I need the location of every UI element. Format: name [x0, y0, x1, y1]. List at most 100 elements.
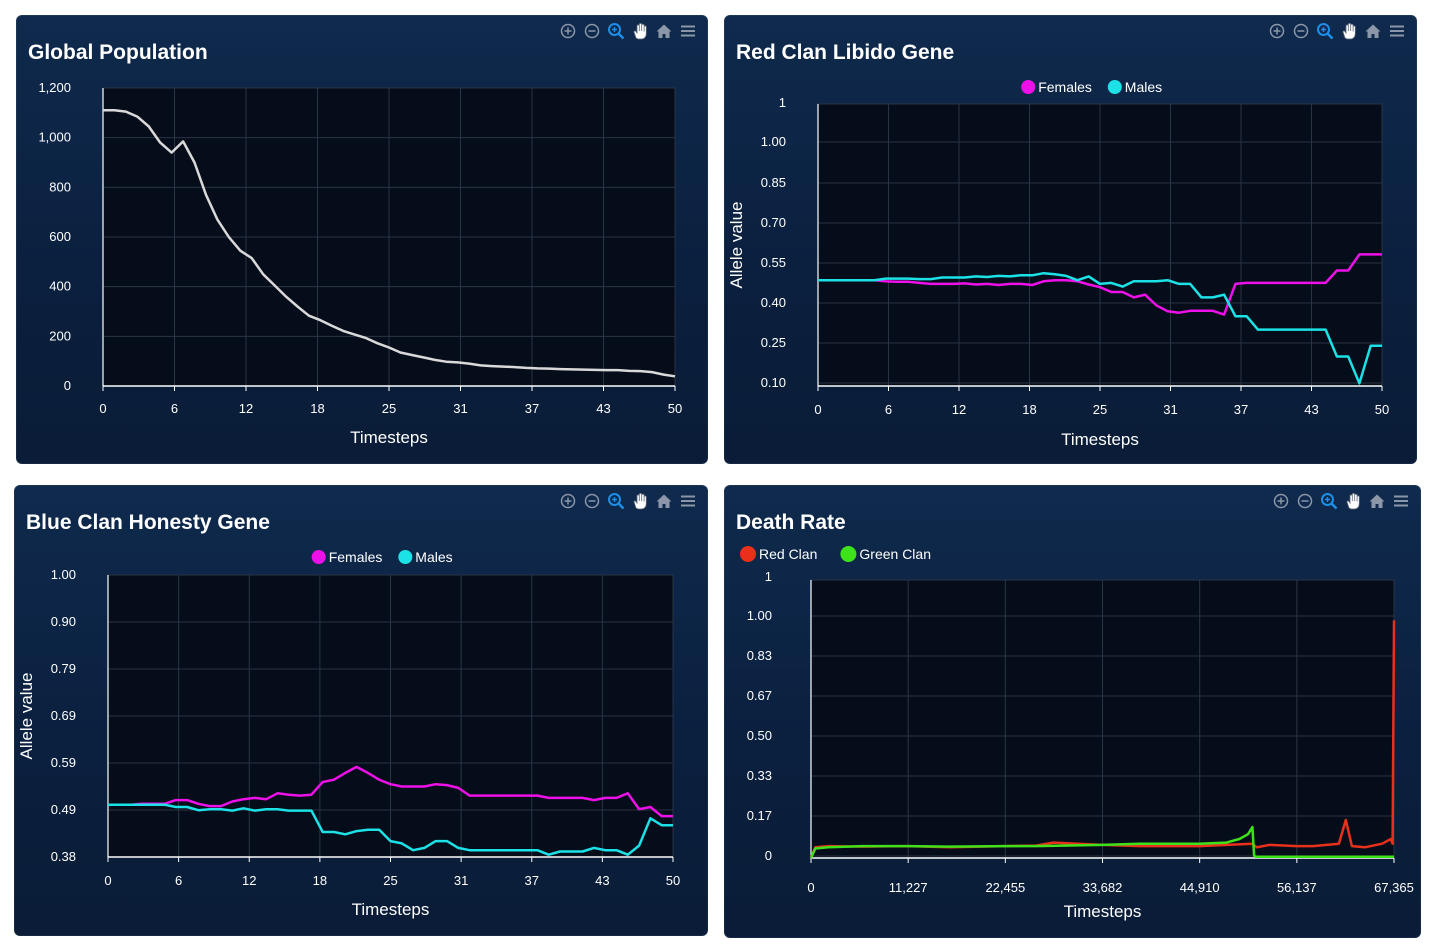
chart-death-rate[interactable]: 0 11,227 22,455 33,682 44,910 56,137 67,365 0 0.… — [724, 485, 1421, 938]
gridlines — [811, 580, 1394, 858]
chart-blue-clan-honesty[interactable]: 0 6 12 18 25 31 37 43 50 0.38 0.49 0.59 0.69 0.79 0.90… — [14, 485, 708, 936]
x-tick-label: 50 — [668, 401, 682, 416]
legend-label[interactable]: Males — [1125, 79, 1162, 95]
y-tick-label: 800 — [49, 179, 71, 194]
chart-title: Red Clan Libido Gene — [736, 41, 955, 64]
y-tick-label: 0.40 — [761, 295, 786, 310]
chart-toolbar — [558, 491, 698, 511]
zoom-out-icon[interactable] — [1291, 21, 1311, 41]
zoom-in-icon[interactable] — [558, 491, 578, 511]
x-tick-label: 12 — [242, 873, 256, 888]
y-tick-label: 200 — [49, 328, 71, 343]
legend-marker[interactable] — [311, 550, 326, 564]
pan-hand-icon[interactable] — [630, 491, 650, 511]
legend-label[interactable]: Red Clan — [759, 546, 817, 562]
y-tick-label: 0.10 — [761, 375, 786, 390]
series-line-females[interactable] — [108, 765, 673, 818]
zoom-in-icon[interactable] — [558, 21, 578, 41]
legend-marker[interactable] — [740, 546, 756, 562]
x-tick-label: 43 — [596, 401, 610, 416]
zoom-in-icon[interactable] — [1271, 491, 1291, 511]
y-tick-label: 0.83 — [747, 648, 772, 663]
panel-global-population: Global Population 0 6 12 18 25 31 37 43 50 0 200 40… — [16, 15, 708, 464]
x-tick-label: 31 — [453, 401, 467, 416]
y-tick-label: 0.79 — [51, 661, 76, 676]
pan-hand-icon[interactable] — [1343, 491, 1363, 511]
x-tick-label: 43 — [1304, 402, 1318, 417]
home-icon[interactable] — [1367, 491, 1387, 511]
y-tick-label: 1.00 — [761, 134, 786, 149]
y-tick-label: 1,000 — [38, 130, 71, 145]
y-tick-label: 600 — [49, 229, 71, 244]
menu-icon[interactable] — [678, 21, 698, 41]
menu-icon[interactable] — [1387, 21, 1407, 41]
x-tick-label: 37 — [1234, 402, 1248, 417]
chart-title: Blue Clan Honesty Gene — [26, 511, 270, 534]
zoom-selection-icon[interactable] — [1315, 21, 1335, 41]
zoom-out-icon[interactable] — [582, 491, 602, 511]
menu-icon[interactable] — [678, 491, 698, 511]
x-tick-label: 50 — [1375, 402, 1389, 417]
zoom-selection-icon[interactable] — [606, 21, 626, 41]
y-tick-label: 0.38 — [51, 849, 76, 864]
y-tick-label: 1.00 — [51, 567, 76, 582]
legend-marker[interactable] — [398, 550, 413, 564]
home-icon[interactable] — [654, 21, 674, 41]
legend-label[interactable]: Females — [1038, 79, 1092, 95]
x-tick-label: 12 — [952, 402, 966, 417]
series-line-males[interactable] — [818, 271, 1382, 385]
x-tick-label: 18 — [1022, 402, 1036, 417]
x-tick-label: 31 — [1163, 402, 1177, 417]
x-tick-label: 0 — [814, 402, 821, 417]
zoom-out-icon[interactable] — [1295, 491, 1315, 511]
zoom-selection-icon[interactable] — [1319, 491, 1339, 511]
zoom-out-icon[interactable] — [582, 21, 602, 41]
panel-blue-clan-honesty: Blue Clan Honesty Gene 0 6 12 18 25 31 37 43 50 0… — [14, 485, 708, 936]
x-tick-label: 25 — [383, 873, 397, 888]
x-tick-label: 25 — [1093, 402, 1107, 417]
x-tick-label: 33,682 — [1083, 880, 1123, 895]
home-icon[interactable] — [1363, 21, 1383, 41]
x-tick-label: 37 — [525, 401, 539, 416]
panel-red-clan-libido: Red Clan Libido Gene 0 6 12 18 25 31 37 43 50 0.1… — [724, 15, 1417, 464]
y-tick-label: 0.69 — [51, 708, 76, 723]
y-axis-title: Allele value — [727, 202, 746, 289]
x-tick-label: 18 — [310, 401, 324, 416]
y-tick-label: 0.90 — [51, 614, 76, 629]
legend-label[interactable]: Males — [415, 549, 452, 565]
x-tick-label: 56,137 — [1277, 880, 1317, 895]
legend-marker[interactable] — [1107, 80, 1122, 94]
y-tick-label: 0 — [765, 848, 772, 863]
y-tick-label: 0.17 — [747, 808, 772, 823]
x-tick-label: 50 — [666, 873, 680, 888]
pan-hand-icon[interactable] — [630, 21, 650, 41]
legend-label[interactable]: Females — [329, 549, 383, 565]
y-tick-label: 0.49 — [51, 802, 76, 817]
legend: Females Males — [311, 549, 453, 565]
series-line-population[interactable] — [103, 109, 676, 378]
pan-hand-icon[interactable] — [1339, 21, 1359, 41]
panel-death-rate: Death Rate 0 11,227 22,455 33,682 44,910 56,1… — [724, 485, 1421, 938]
series-line-males[interactable] — [108, 803, 673, 856]
x-tick-label: 22,455 — [985, 880, 1025, 895]
series-line-females[interactable] — [818, 253, 1382, 316]
x-axis-title: Timesteps — [350, 428, 428, 447]
y-tick-label: 1 — [779, 95, 786, 110]
y-tick-label: 0.33 — [747, 768, 772, 783]
x-tick-label: 12 — [239, 401, 253, 416]
legend-label[interactable]: Green Clan — [859, 546, 931, 562]
zoom-selection-icon[interactable] — [606, 491, 626, 511]
x-tick-label: 6 — [175, 873, 182, 888]
zoom-in-icon[interactable] — [1267, 21, 1287, 41]
y-axis-title: Allele value — [17, 673, 36, 760]
legend-marker[interactable] — [840, 546, 857, 562]
chart-global-population[interactable]: 0 6 12 18 25 31 37 43 50 0 200 400 600 800 1,000 1,200 T… — [16, 15, 708, 464]
home-icon[interactable] — [654, 491, 674, 511]
series-line-green-clan[interactable] — [809, 825, 1394, 859]
legend-marker[interactable] — [1021, 80, 1036, 94]
y-tick-label: 0.59 — [51, 755, 76, 770]
chart-title: Global Population — [28, 41, 208, 64]
chart-red-clan-libido[interactable]: 0 6 12 18 25 31 37 43 50 0.10 0.25 0.40 0.55 0.70 0.85… — [724, 15, 1417, 464]
x-tick-label: 0 — [99, 401, 106, 416]
menu-icon[interactable] — [1391, 491, 1411, 511]
